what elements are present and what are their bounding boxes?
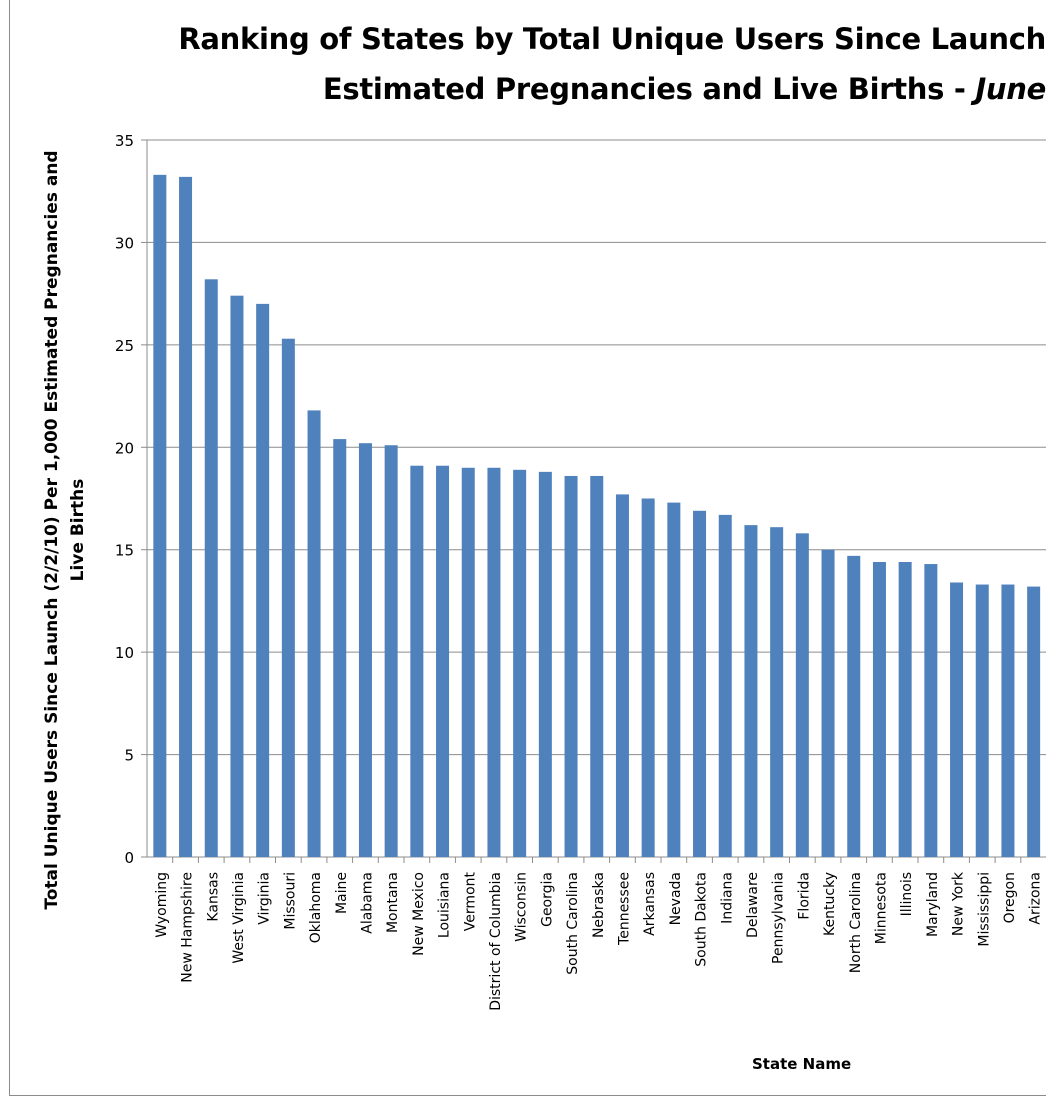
bar <box>384 445 398 857</box>
x-tick-label: Vermont <box>462 871 478 931</box>
x-tick-label: Maine <box>334 872 350 914</box>
x-tick-label: Arkansas <box>642 872 658 936</box>
bar <box>667 502 681 857</box>
x-tick-label: North Carolina <box>848 872 864 973</box>
bar <box>770 527 784 857</box>
bar <box>513 469 527 857</box>
bar <box>898 562 912 857</box>
x-tick-label: Louisiana <box>437 872 453 938</box>
x-tick-label: Tennessee <box>616 872 632 946</box>
bar <box>744 525 758 857</box>
x-tick-label: Florida <box>796 872 812 920</box>
y-tick-label: 25 <box>115 337 134 355</box>
x-tick-label: Minnesota <box>873 872 889 944</box>
bar <box>950 582 964 857</box>
bar <box>590 475 604 857</box>
bar <box>487 467 501 857</box>
chart-title-line1: Ranking of States by Total Unique Users … <box>178 22 1046 56</box>
bar <box>281 338 295 857</box>
x-tick-label: Oklahoma <box>308 872 324 943</box>
x-tick-label: Montana <box>385 872 401 933</box>
y-tick-label: 15 <box>115 542 134 560</box>
x-tick-label: Virginia <box>257 872 273 925</box>
x-tick-label: Nebraska <box>591 872 607 938</box>
bar <box>307 410 321 857</box>
y-tick-label: 10 <box>115 644 134 662</box>
y-tick-label: 30 <box>115 234 134 252</box>
x-tick-label: Georgia <box>539 872 555 927</box>
x-tick-label: Pennsylvania <box>771 872 787 964</box>
y-axis-label: Total Unique Users Since Launch (2/2/10)… <box>42 150 88 910</box>
bar <box>821 549 835 857</box>
y-tick-label: 20 <box>115 439 134 457</box>
bar <box>718 514 732 857</box>
x-tick-label: Maryland <box>925 872 941 937</box>
x-tick-label: Wyoming <box>154 872 170 938</box>
bar <box>153 174 167 858</box>
bar <box>230 295 244 858</box>
bar <box>615 494 629 857</box>
bar <box>436 465 450 857</box>
x-tick-label: New York <box>951 871 967 936</box>
bar <box>1027 586 1041 857</box>
bar <box>204 279 218 857</box>
x-tick-label: Kentucky <box>822 872 838 936</box>
chart-title-line2-italic: June <box>975 72 1046 106</box>
bar <box>358 443 372 857</box>
bar <box>975 584 989 857</box>
y-axis-label-wrap: Total Unique Users Since Launch (2/2/10)… <box>30 140 100 920</box>
bar <box>179 176 193 858</box>
x-tick-label: Indiana <box>719 872 735 924</box>
bar <box>256 303 270 857</box>
y-tick-label: 35 <box>115 132 134 150</box>
chart-frame <box>9 0 1046 1096</box>
x-tick-label: Arizona <box>1028 872 1044 925</box>
bar <box>693 510 707 857</box>
x-axis-label: State Name <box>752 1055 852 1073</box>
bar <box>410 465 424 857</box>
bar <box>924 564 938 857</box>
x-tick-label: West Virginia <box>231 872 247 964</box>
y-tick-label: 0 <box>124 849 134 867</box>
x-tick-label: Wisconsin <box>514 872 530 942</box>
bar <box>564 475 578 857</box>
bar <box>538 471 552 857</box>
x-tick-label: Alabama <box>359 872 375 934</box>
bar <box>641 498 655 857</box>
bar <box>872 562 886 857</box>
bar <box>847 555 861 857</box>
x-tick-label: Oregon <box>1002 872 1018 923</box>
x-tick-label: Missouri <box>282 872 298 930</box>
x-tick-label: South Dakota <box>694 872 710 967</box>
bar <box>1001 584 1015 857</box>
x-tick-label: New Hampshire <box>180 872 196 983</box>
chart-title-line2-text: Estimated Pregnancies and Live Births - <box>322 72 976 106</box>
x-tick-label: Delaware <box>745 872 761 938</box>
x-tick-label: Kansas <box>205 872 221 922</box>
x-tick-label: South Carolina <box>565 872 581 975</box>
x-tick-label: Nevada <box>668 872 684 925</box>
y-tick-label: 5 <box>124 747 134 765</box>
bar <box>795 533 809 857</box>
x-tick-label: New Mexico <box>411 872 427 956</box>
x-tick-label: Illinois <box>899 872 915 916</box>
bar <box>333 439 347 857</box>
bar <box>461 467 475 857</box>
x-tick-label: Mississippi <box>976 872 992 947</box>
x-tick-label: District of Columbia <box>488 872 504 1011</box>
chart-title-line2: Estimated Pregnancies and Live Births - … <box>0 72 1046 106</box>
